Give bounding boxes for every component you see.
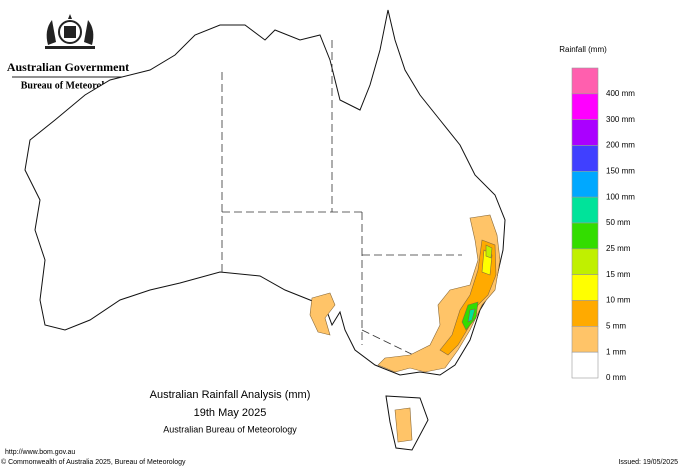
bureau-name: Bureau of Meteorology	[21, 80, 120, 91]
legend-swatch	[571, 222, 599, 250]
legend-label: 50 mm	[606, 218, 631, 227]
map-date: 19th May 2025	[194, 407, 267, 419]
footer-copyright: © Commonwealth of Australia 2025, Bureau…	[1, 458, 186, 466]
legend-label: 100 mm	[606, 192, 635, 201]
legend-label: 300 mm	[606, 115, 635, 124]
legend-label: 10 mm	[606, 296, 631, 305]
legend-swatch	[571, 248, 599, 275]
legend-swatch	[571, 351, 599, 379]
legend-label: 1 mm	[606, 347, 626, 356]
legend-swatch	[571, 67, 599, 95]
emblem	[45, 14, 95, 49]
legend-swatch	[571, 326, 599, 353]
legend-label: 15 mm	[606, 270, 631, 279]
legend-swatch	[571, 196, 599, 224]
legend-swatch	[571, 93, 599, 120]
legend-swatch	[571, 274, 599, 301]
legend-label: 200 mm	[606, 141, 635, 150]
legend-label: 25 mm	[606, 244, 631, 253]
legend-swatch	[571, 119, 599, 146]
footer-issued: Issued: 19/05/2025	[618, 459, 678, 466]
legend-title: Rainfall (mm)	[559, 45, 607, 54]
legend-label: 150 mm	[606, 166, 635, 175]
footer-url: http://www.bom.gov.au	[5, 449, 75, 456]
legend: 400 mm 300 mm 200 mm 150 mm 100 mm 50 mm 25 mm…	[571, 67, 635, 382]
map-title: Australian Rainfall Analysis (mm)	[150, 389, 311, 401]
rain-areas	[309, 214, 501, 443]
legend-swatch	[571, 171, 599, 198]
legend-swatch	[571, 145, 599, 172]
legend-swatch	[571, 300, 599, 327]
legend-label: 5 mm	[606, 321, 626, 330]
legend-label: 0 mm	[606, 373, 626, 382]
gov-name: Australian Government	[7, 60, 129, 74]
map-source: Australian Bureau of Meteorology	[163, 424, 297, 434]
legend-label: 400 mm	[606, 89, 635, 98]
